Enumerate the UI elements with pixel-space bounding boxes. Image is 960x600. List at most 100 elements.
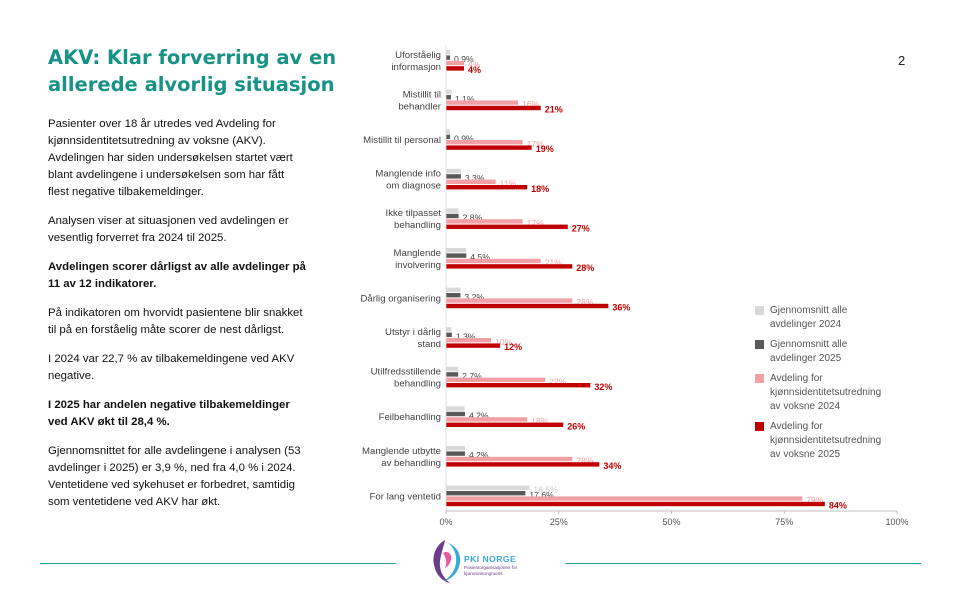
data-label: 26%: [567, 421, 585, 431]
category-label: av behandling: [381, 458, 441, 469]
bar: [446, 168, 461, 174]
bar: [446, 491, 526, 496]
bar: [446, 327, 452, 332]
bar: [446, 179, 496, 184]
bar: [446, 372, 459, 377]
data-label: 22%: [549, 376, 567, 386]
data-label: 18%: [531, 184, 549, 194]
body-paragraph: Gjennomsnittet for alle avdelingene i an…: [48, 445, 301, 508]
data-label: 3.2%: [464, 292, 484, 302]
data-label: 21%: [545, 258, 563, 268]
data-label: 10%: [495, 337, 513, 347]
bar: [446, 134, 451, 139]
body-paragraph: Analysen viser at situasjonen ved avdeli…: [48, 215, 289, 244]
category-label: stand: [418, 339, 441, 350]
legend-label: Gjennomsnitt alle avdelinger 2024: [770, 305, 848, 330]
category-label: Manglende: [394, 248, 441, 259]
bar: [446, 224, 568, 229]
category-label: Mistillit til: [403, 89, 441, 100]
category-label: behandler: [398, 101, 441, 112]
legend-label: Gjennomsnitt alle avdelinger 2025: [770, 339, 848, 364]
data-label: 21%: [545, 105, 563, 115]
legend-swatch: [755, 340, 764, 349]
category-label: behandling: [394, 379, 441, 390]
data-label: 28%: [576, 263, 594, 273]
hand-logo-icon: [433, 540, 461, 583]
logo-name: PKI NORGE: [464, 554, 517, 564]
bar: [446, 406, 465, 411]
data-label: 0.9%: [454, 54, 474, 64]
data-label: 32%: [594, 382, 612, 392]
bar: [446, 496, 803, 501]
pki-norge-logo: PKI NORGE Pasientorganisasjonen for kjøn…: [428, 537, 558, 587]
bar: [446, 462, 600, 467]
bar: [446, 264, 573, 269]
data-label: 2.7%: [462, 371, 482, 381]
legend-item: Avdeling for kjønnsidentitetsutredning a…: [755, 420, 905, 462]
category-label: involvering: [395, 260, 441, 271]
body-paragraph: I 2025 har andelen negative tilbakemeldi…: [48, 399, 290, 428]
legend-label: Avdeling for kjønnsidentitetsutredning a…: [770, 373, 882, 412]
legend-item: Gjennomsnitt alle avdelinger 2024: [755, 304, 905, 332]
data-label: 4.2%: [469, 411, 489, 421]
body-paragraph: Pasienter over 18 år utredes ved Avdelin…: [48, 118, 293, 198]
bar: [446, 95, 451, 100]
bar: [446, 377, 546, 382]
category-label: Dårlig organisering: [360, 293, 441, 304]
category-label: Manglende info: [375, 169, 441, 180]
legend-swatch: [755, 306, 764, 315]
bar: [446, 105, 541, 111]
bar: [446, 287, 461, 292]
data-label: 3.3%: [465, 173, 485, 183]
data-label: 17.6%: [529, 490, 554, 500]
data-label: 4.5%: [470, 252, 490, 262]
x-tick-label: 0%: [439, 517, 452, 527]
category-label: Mistillit til personal: [363, 135, 441, 146]
category-label: informasjon: [391, 62, 441, 73]
bar: [446, 60, 465, 66]
bar: [446, 219, 523, 224]
data-label: 4%: [468, 60, 481, 70]
bar: [446, 50, 451, 55]
body-paragraph: Avdelingen scorer dårligst av alle avdel…: [48, 261, 306, 290]
bar: [446, 213, 459, 219]
data-label: 27%: [572, 223, 590, 233]
bar: [446, 298, 573, 303]
bar: [446, 208, 459, 213]
data-label: 2.8%: [463, 213, 483, 223]
legend-item: Gjennomsnitt alle avdelinger 2025: [755, 338, 905, 366]
body-text: Pasienter over 18 år utredes ved Avdelin…: [48, 116, 308, 523]
data-label: 1.1%: [455, 94, 475, 104]
bar: [446, 456, 573, 462]
data-label: 4.2%: [469, 450, 489, 460]
bar: [446, 332, 452, 337]
slide-title: AKV: Klar forverring av en allerede alvo…: [48, 46, 337, 96]
bar: [446, 258, 541, 264]
data-label: 17%: [527, 139, 545, 149]
logo-subtitle: Pasientorganisasjonen for kjønnsinkongru…: [464, 565, 518, 576]
x-tick-label: 25%: [550, 517, 568, 527]
data-label: 84%: [829, 501, 847, 511]
data-label: 28%: [576, 297, 594, 307]
x-tick-label: 100%: [885, 517, 908, 527]
category-label: Feilbehandling: [379, 412, 441, 423]
category-label: Ikke tilpasset: [386, 208, 442, 219]
category-label: Utilfredsstillende: [371, 367, 441, 378]
bar: [446, 66, 465, 71]
category-label: Uforståelig: [395, 50, 441, 61]
data-label: 12%: [504, 342, 522, 352]
bar: [446, 253, 467, 258]
data-label: 28%: [576, 456, 594, 466]
data-label: 36%: [612, 303, 630, 313]
data-label: 19%: [536, 144, 554, 154]
data-label: 11%: [500, 178, 517, 188]
category-label: behandling: [394, 220, 441, 231]
data-label: 34%: [603, 461, 621, 471]
legend-swatch: [755, 422, 764, 431]
bar: [446, 89, 452, 94]
category-label: For lang ventetid: [370, 491, 441, 502]
bar: [446, 55, 451, 60]
legend-item: Avdeling for kjønnsidentitetsutredning a…: [755, 372, 905, 414]
bar: [446, 383, 591, 388]
